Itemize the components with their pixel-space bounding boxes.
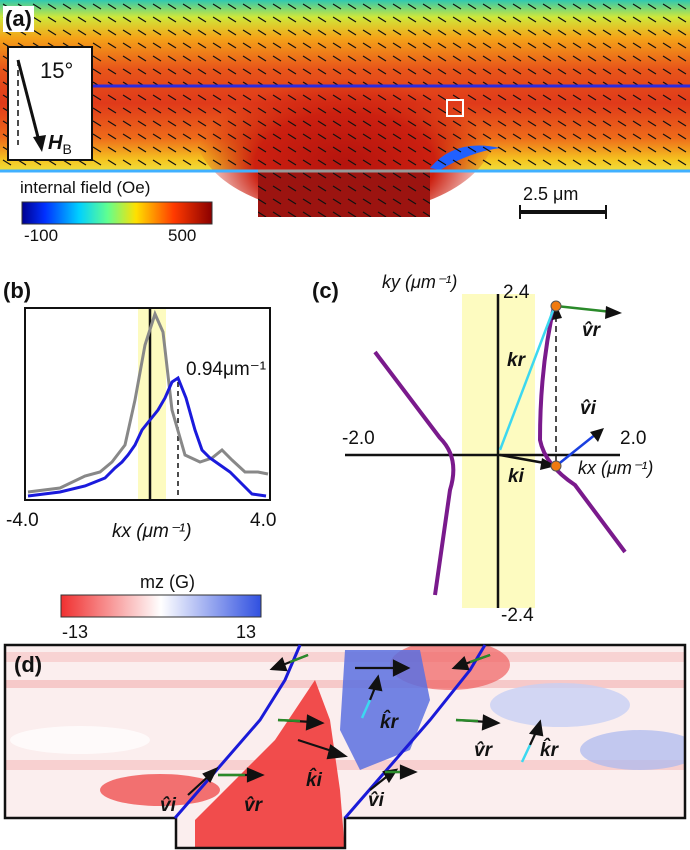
- colorbar-a: [21, 201, 213, 225]
- panel-d-figure: [3, 643, 687, 850]
- colorbar-d-title: mz (G): [140, 572, 195, 592]
- c-label-ki: ki: [508, 466, 524, 487]
- x-axis-label: kx (μm⁻¹): [112, 521, 192, 542]
- field-symbol-subscript: B: [62, 141, 72, 157]
- d-label-vr-1: v̂r: [244, 795, 262, 816]
- panel-a-figure: [0, 0, 690, 225]
- vr-vector: [555, 304, 613, 314]
- field-symbol-text: H: [48, 132, 63, 154]
- boundary-right: [343, 644, 487, 819]
- d-label-kr-2: k̂r: [540, 740, 558, 761]
- colorbar-a-title: internal field (Oe): [20, 178, 151, 197]
- point-r: [550, 300, 562, 312]
- colorbar-d-max: 13: [236, 622, 257, 642]
- x-tick-left: -4.0: [6, 510, 39, 531]
- c-label-kr: kr: [507, 350, 525, 371]
- d-green-segments: [218, 653, 491, 777]
- panel-d-outline: [3, 643, 687, 850]
- scale-bar-label: 2.5 μm: [523, 184, 579, 204]
- probe-box: [446, 99, 464, 117]
- c-label-vi: v̂i: [580, 398, 596, 419]
- plot-frame: [24, 307, 271, 501]
- gray-curve: [27, 309, 269, 494]
- field-arrow-icon: [16, 59, 42, 146]
- panel-d-label: (d): [14, 652, 43, 677]
- dispersion-curve-right: [537, 301, 627, 554]
- point-i: [550, 460, 562, 472]
- c-label-vr: v̂r: [582, 320, 600, 341]
- boundary-left: [173, 644, 302, 819]
- field-symbol: HB: [48, 132, 72, 157]
- panel-a-label: (a): [3, 6, 34, 32]
- c-tick-right: 2.0: [620, 428, 647, 449]
- angle-text: 15°: [40, 58, 74, 83]
- colorbar-d: [60, 594, 262, 618]
- panel-b-figure: [24, 307, 271, 501]
- panel-c-label: (c): [312, 278, 339, 303]
- d-label-vr-2: v̂r: [474, 740, 492, 761]
- d-label-vi-2: v̂i: [368, 790, 384, 811]
- d-label-vi-1: v̂i: [160, 795, 176, 816]
- d-cyan-segments: [360, 699, 532, 763]
- colorbar-a-min: -100: [24, 226, 59, 245]
- d-label-kr-1: k̂r: [380, 712, 398, 733]
- panel-b-label: (b): [3, 278, 32, 303]
- colorbar-d-min: -13: [62, 622, 89, 642]
- x-tick-right: 4.0: [250, 510, 277, 531]
- blue-curve: [27, 375, 267, 498]
- c-tick-left: -2.0: [342, 428, 375, 449]
- vi-vector: [555, 433, 597, 467]
- kr-vector: [498, 307, 556, 451]
- colorbar-a-max: 500: [168, 226, 197, 245]
- d-label-ki: k̂i: [306, 770, 322, 791]
- peak-annotation: 0.94μm⁻¹: [186, 359, 267, 380]
- c-x-axis-label: kx (μm⁻¹): [578, 458, 654, 478]
- c-tick-bottom: -2.4: [501, 605, 534, 626]
- panel-c-figure: [345, 294, 627, 608]
- field-angle-inset: [7, 46, 93, 161]
- c-y-axis-label: ky (μm⁻¹): [382, 272, 458, 292]
- c-tick-top: 2.4: [503, 282, 530, 303]
- dispersion-curve-left: [373, 350, 456, 596]
